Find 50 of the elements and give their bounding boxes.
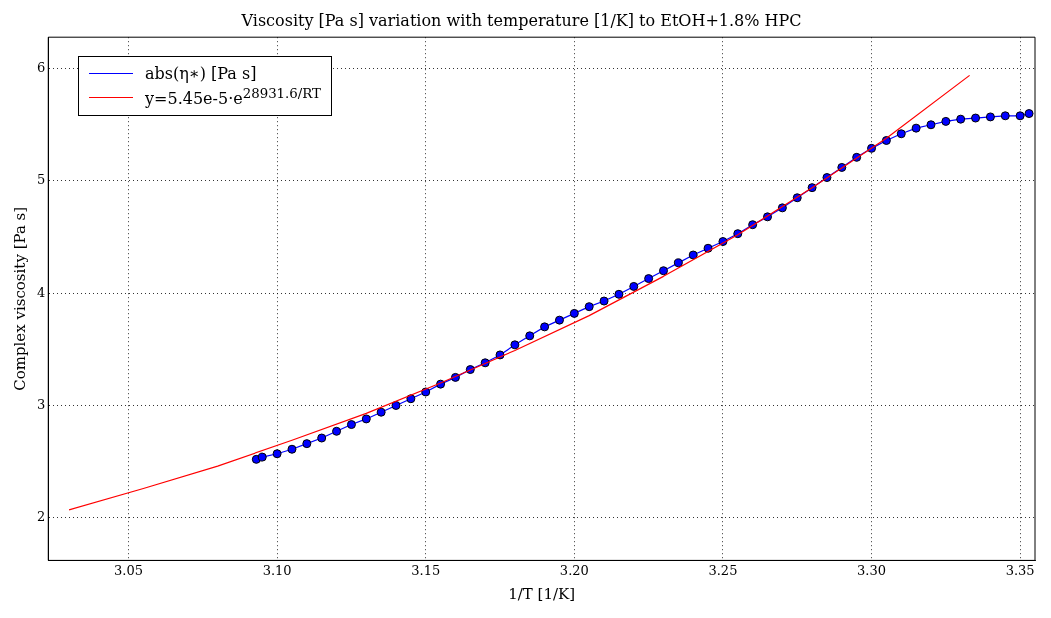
point — [257, 452, 267, 462]
point — [896, 129, 906, 139]
y-axis-title: Complex viscosity [Pa s] — [10, 206, 29, 391]
x-tick-label: 3.05 — [114, 562, 143, 578]
point — [985, 112, 995, 122]
point — [911, 123, 921, 133]
legend-label: abs(η∗) [Pa s] — [145, 64, 257, 83]
point — [629, 281, 639, 291]
point — [569, 308, 579, 318]
point — [658, 266, 668, 276]
point — [287, 444, 297, 454]
x-tick-label: 3.25 — [708, 562, 738, 578]
point — [346, 420, 356, 430]
point — [376, 407, 386, 417]
chart-title: Viscosity [Pa s] variation with temperature [1/K] to EtOH+1.8% HPC — [240, 10, 802, 30]
point — [599, 296, 609, 306]
point — [525, 331, 535, 341]
point — [926, 120, 936, 130]
x-tick-label: 3.20 — [559, 562, 589, 578]
point — [688, 250, 698, 260]
point — [1024, 109, 1034, 119]
point — [317, 433, 327, 443]
point — [302, 439, 312, 449]
x-tick-label: 3.10 — [262, 562, 292, 578]
point — [644, 274, 654, 284]
x-tick-label: 3.35 — [1005, 562, 1035, 578]
point — [332, 426, 342, 436]
point — [272, 449, 282, 459]
point — [510, 340, 520, 350]
y-tick-label: 6 — [36, 60, 46, 76]
point — [614, 289, 624, 299]
point — [1015, 111, 1025, 121]
y-tick-label: 5 — [36, 172, 46, 188]
point — [361, 414, 371, 424]
point — [941, 116, 951, 126]
point — [971, 113, 981, 123]
y-tick-label: 2 — [36, 509, 46, 525]
legend-label: y=5.45e-5·e$^{28931.6/RT}$ — [145, 86, 321, 109]
point — [1000, 111, 1010, 121]
x-axis-title: 1/T [1/K] — [508, 584, 576, 603]
point — [673, 258, 683, 268]
point — [584, 302, 594, 312]
y-tick-label: 4 — [36, 284, 46, 300]
point — [956, 114, 966, 124]
x-tick-label: 3.30 — [857, 562, 887, 578]
y-tick-label: 3 — [36, 396, 46, 412]
point — [391, 400, 401, 410]
x-tick-label: 3.15 — [411, 562, 441, 578]
point — [540, 322, 550, 332]
point — [554, 315, 564, 325]
